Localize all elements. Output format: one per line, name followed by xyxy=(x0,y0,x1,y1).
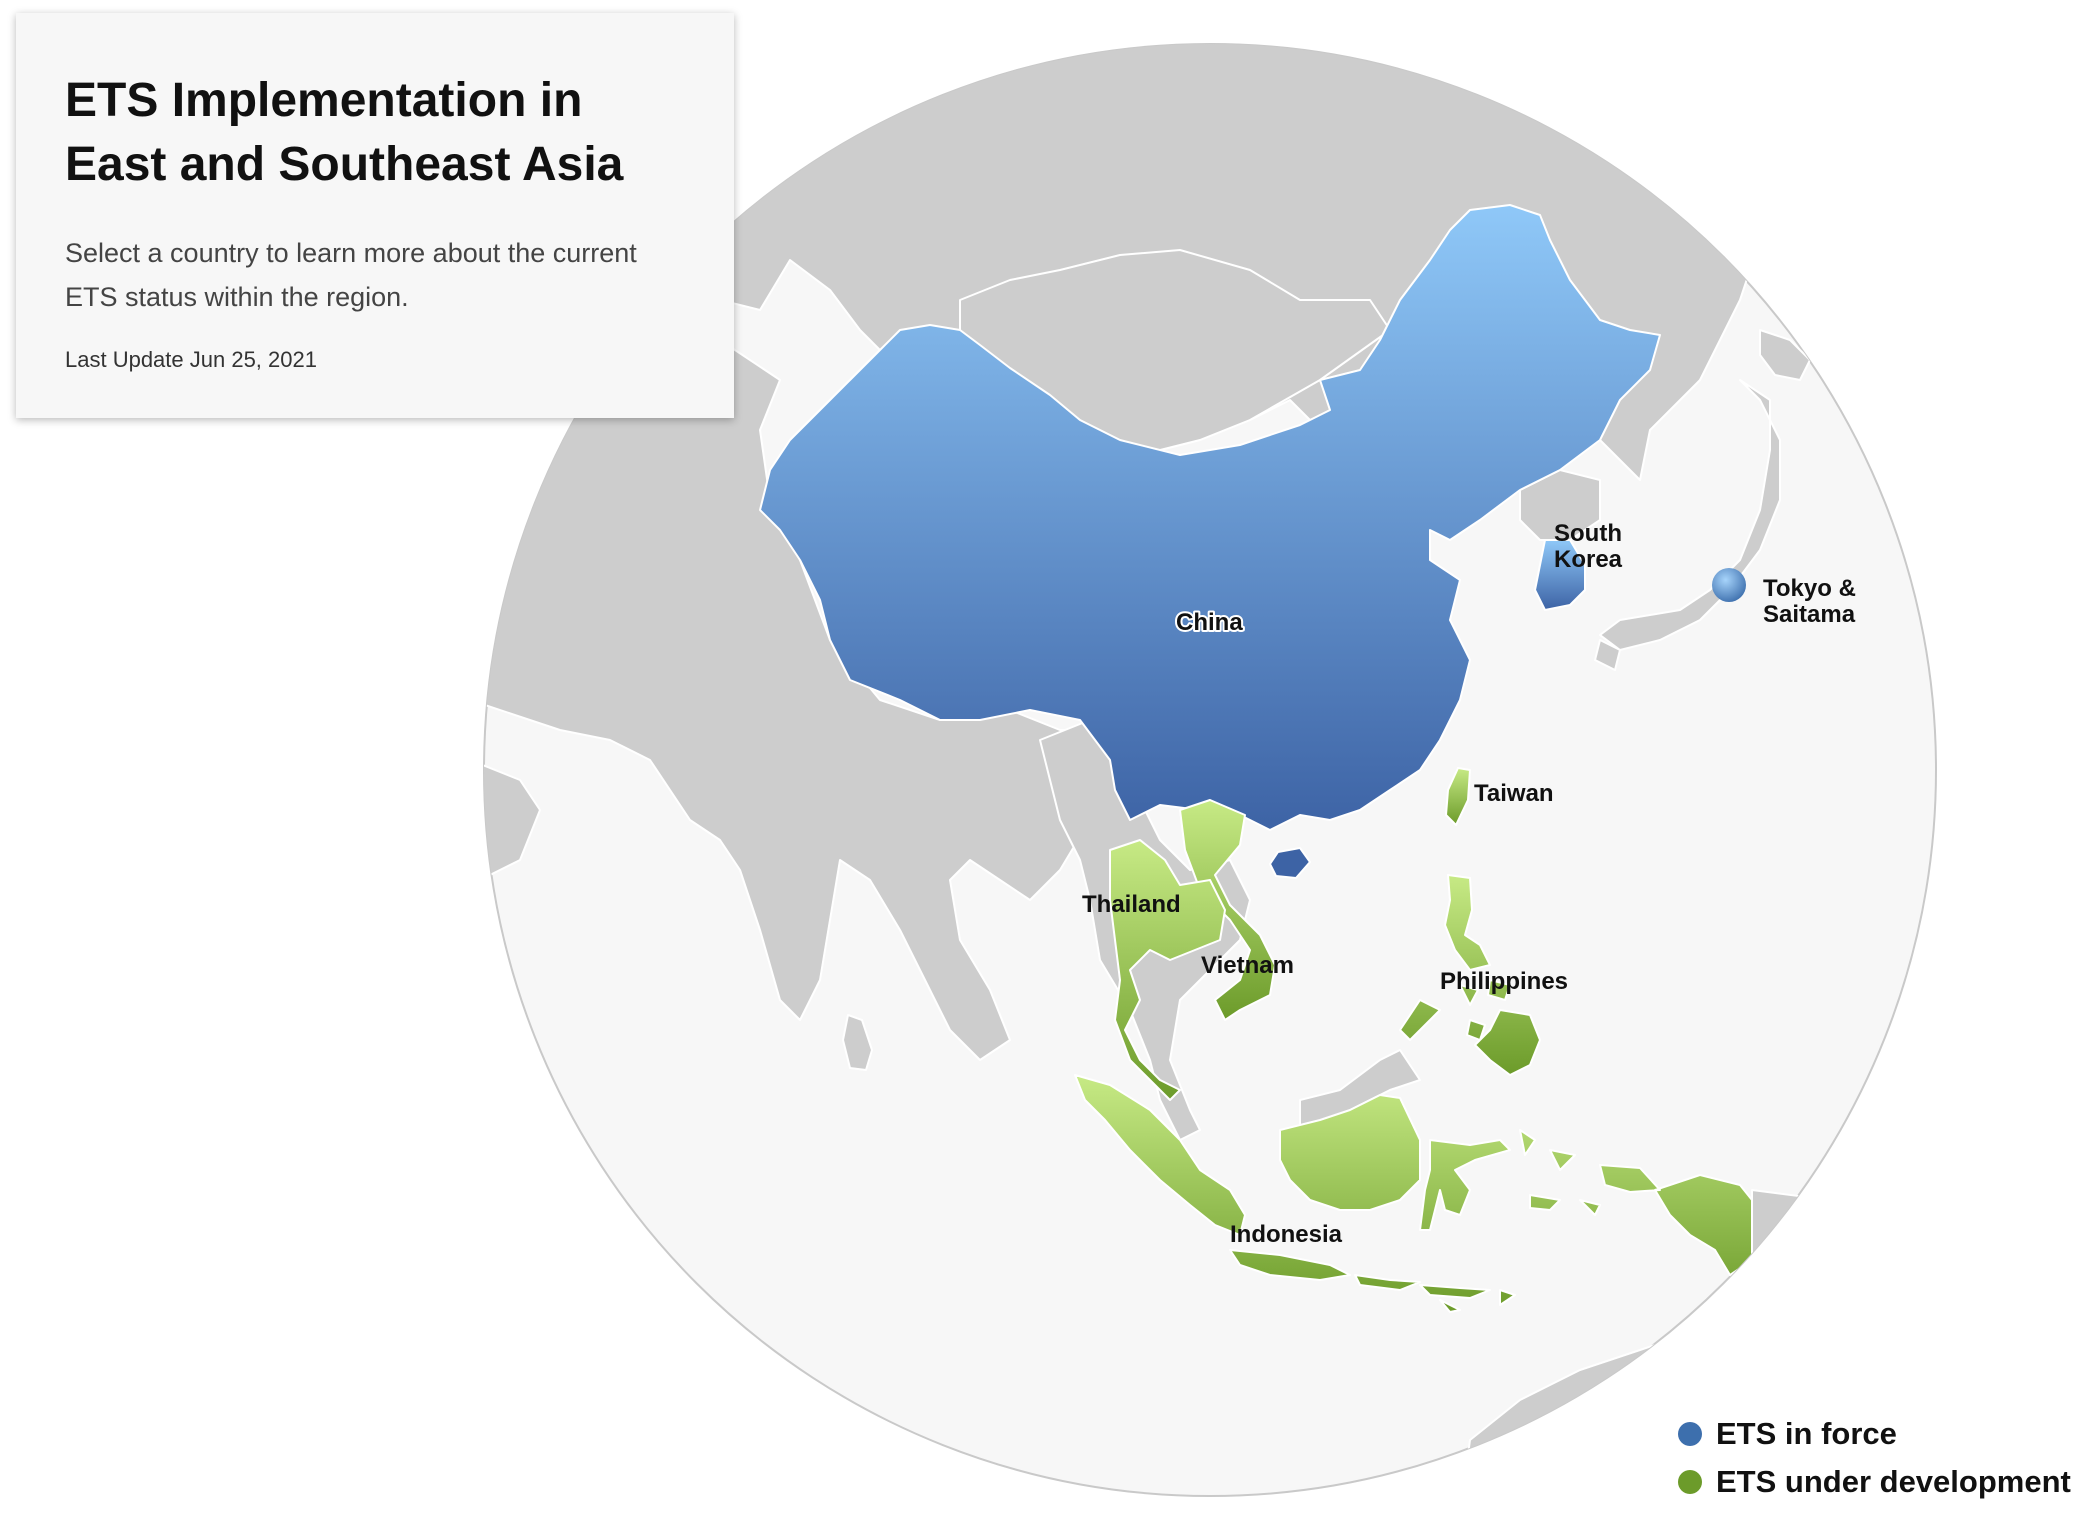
label-philippines: Philippines xyxy=(1440,968,1568,995)
label-taiwan: Taiwan xyxy=(1474,780,1554,807)
country-thailand[interactable] xyxy=(1109,839,1226,1101)
label-vietnam: Vietnam xyxy=(1201,952,1294,979)
label-thailand: Thailand xyxy=(1082,891,1181,918)
land-japan xyxy=(1594,329,1811,671)
legend: ETS in force ETS under development xyxy=(1678,1410,2071,1506)
legend-label-in-force: ETS in force xyxy=(1716,1416,1897,1451)
label-china: China xyxy=(1176,609,1243,636)
last-update: Last Update Jun 25, 2021 xyxy=(65,347,317,372)
country-china-hainan[interactable] xyxy=(1269,847,1311,879)
page-title: ETS Implementation in East and Southeast… xyxy=(65,74,624,191)
legend-item-under-development: ETS under development xyxy=(1678,1458,2071,1506)
land-sri-lanka xyxy=(842,1014,873,1071)
label-tokyo-line2: Saitama xyxy=(1763,601,1856,628)
country-indonesia[interactable] xyxy=(1074,1074,1753,1313)
label-south-korea-line1: South xyxy=(1554,520,1622,547)
legend-label-under-development: ETS under development xyxy=(1716,1464,2071,1499)
country-philippines[interactable] xyxy=(1399,874,1541,1076)
tokyo-saitama-marker[interactable] xyxy=(1712,568,1746,602)
legend-swatch-in-force xyxy=(1678,1422,1702,1446)
label-indonesia: Indonesia xyxy=(1230,1221,1343,1248)
country-south-korea[interactable] xyxy=(1534,539,1586,611)
country-taiwan[interactable] xyxy=(1445,767,1471,826)
country-china[interactable] xyxy=(759,204,1661,831)
legend-swatch-under-development xyxy=(1678,1470,1702,1494)
page-description: Select a country to learn more about the… xyxy=(65,238,637,312)
info-card: ETS Implementation in East and Southeast… xyxy=(16,13,734,418)
land-north-korea xyxy=(1519,469,1601,541)
label-tokyo-line1: Tokyo & xyxy=(1763,575,1856,602)
legend-item-in-force: ETS in force xyxy=(1678,1410,2071,1458)
label-south-korea-line2: Korea xyxy=(1554,546,1623,573)
